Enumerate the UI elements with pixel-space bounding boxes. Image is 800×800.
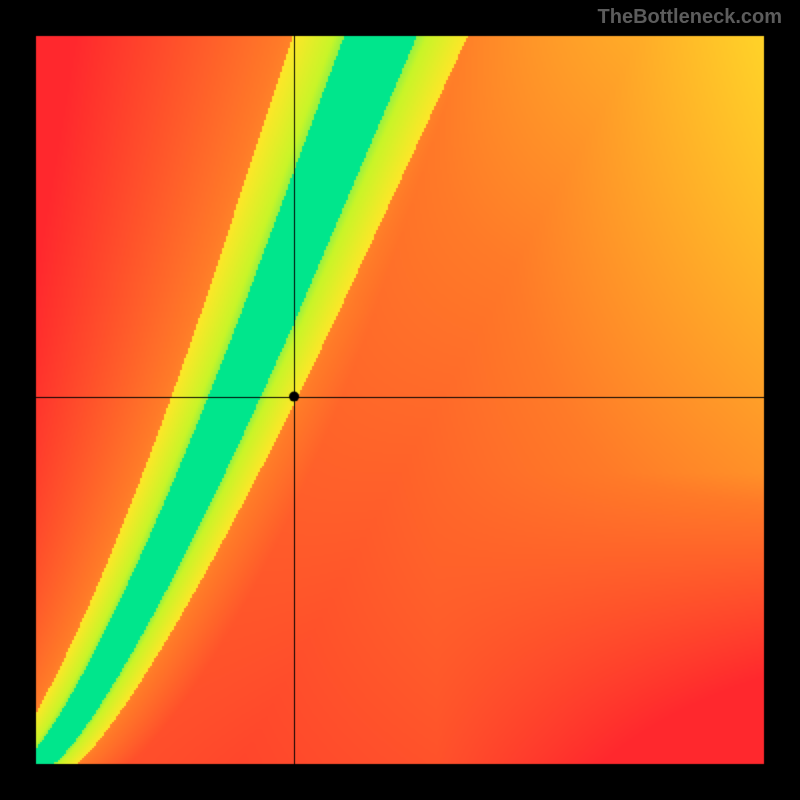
watermark-text: TheBottleneck.com [598,6,782,29]
heatmap-canvas [0,0,800,800]
chart-container: TheBottleneck.com [0,0,800,800]
